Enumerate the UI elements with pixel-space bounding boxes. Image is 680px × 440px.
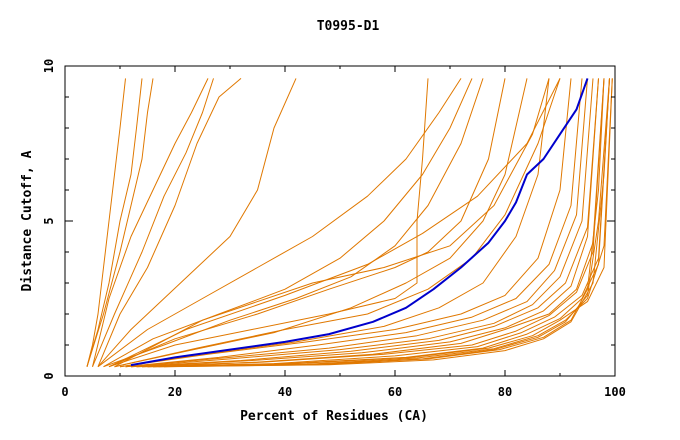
series-line-26 xyxy=(147,78,613,368)
ticks-layer: 0 20 40 60 80 100 0 5 10 xyxy=(42,59,626,399)
series-line-10 xyxy=(103,78,484,368)
series-line-29 xyxy=(158,78,605,368)
highlight-series-line xyxy=(130,78,589,367)
series-line-11 xyxy=(108,78,506,368)
series-line-30 xyxy=(163,78,610,368)
series-line-14 xyxy=(114,78,561,368)
y-tick-label-5: 5 xyxy=(42,217,56,224)
series-line-32 xyxy=(114,78,550,368)
series-line-17 xyxy=(125,78,583,368)
y-tick-label-0: 0 xyxy=(42,372,56,379)
series-line-8 xyxy=(97,78,462,368)
series-line-21 xyxy=(136,78,599,368)
series-line-15 xyxy=(119,78,550,368)
x-tick-label-20: 20 xyxy=(168,385,182,399)
series-line-1 xyxy=(86,78,126,367)
series-line-2 xyxy=(86,78,143,367)
x-tick-label-60: 60 xyxy=(388,385,402,399)
series-line-6 xyxy=(97,78,242,367)
series-line-24 xyxy=(141,78,610,368)
highlight-layer xyxy=(130,78,589,367)
series-line-7 xyxy=(97,78,297,368)
series-layer xyxy=(86,78,613,368)
series-line-20 xyxy=(130,78,599,368)
x-tick-label-100: 100 xyxy=(604,385,626,399)
series-line-27 xyxy=(152,78,613,368)
series-line-31 xyxy=(108,78,561,368)
x-tick-label-40: 40 xyxy=(278,385,292,399)
y-tick-label-10: 10 xyxy=(42,59,56,73)
series-line-3 xyxy=(86,78,154,367)
series-line-5 xyxy=(92,78,214,367)
chart-title: T0995-D1 xyxy=(317,19,380,34)
series-line-16 xyxy=(119,78,572,368)
series-line-4 xyxy=(92,78,209,367)
series-line-13 xyxy=(114,78,528,368)
x-axis-label: Percent of Residues (CA) xyxy=(240,409,428,424)
x-tick-label-80: 80 xyxy=(498,385,512,399)
series-line-19 xyxy=(130,78,594,368)
series-line-9 xyxy=(103,78,473,368)
series-line-18 xyxy=(125,78,588,368)
series-line-12 xyxy=(108,78,429,368)
y-axis-label: Distance Cutoff, A xyxy=(20,150,35,291)
x-tick-label-0: 0 xyxy=(61,385,68,399)
series-line-28 xyxy=(152,78,610,368)
series-line-23 xyxy=(141,78,605,368)
